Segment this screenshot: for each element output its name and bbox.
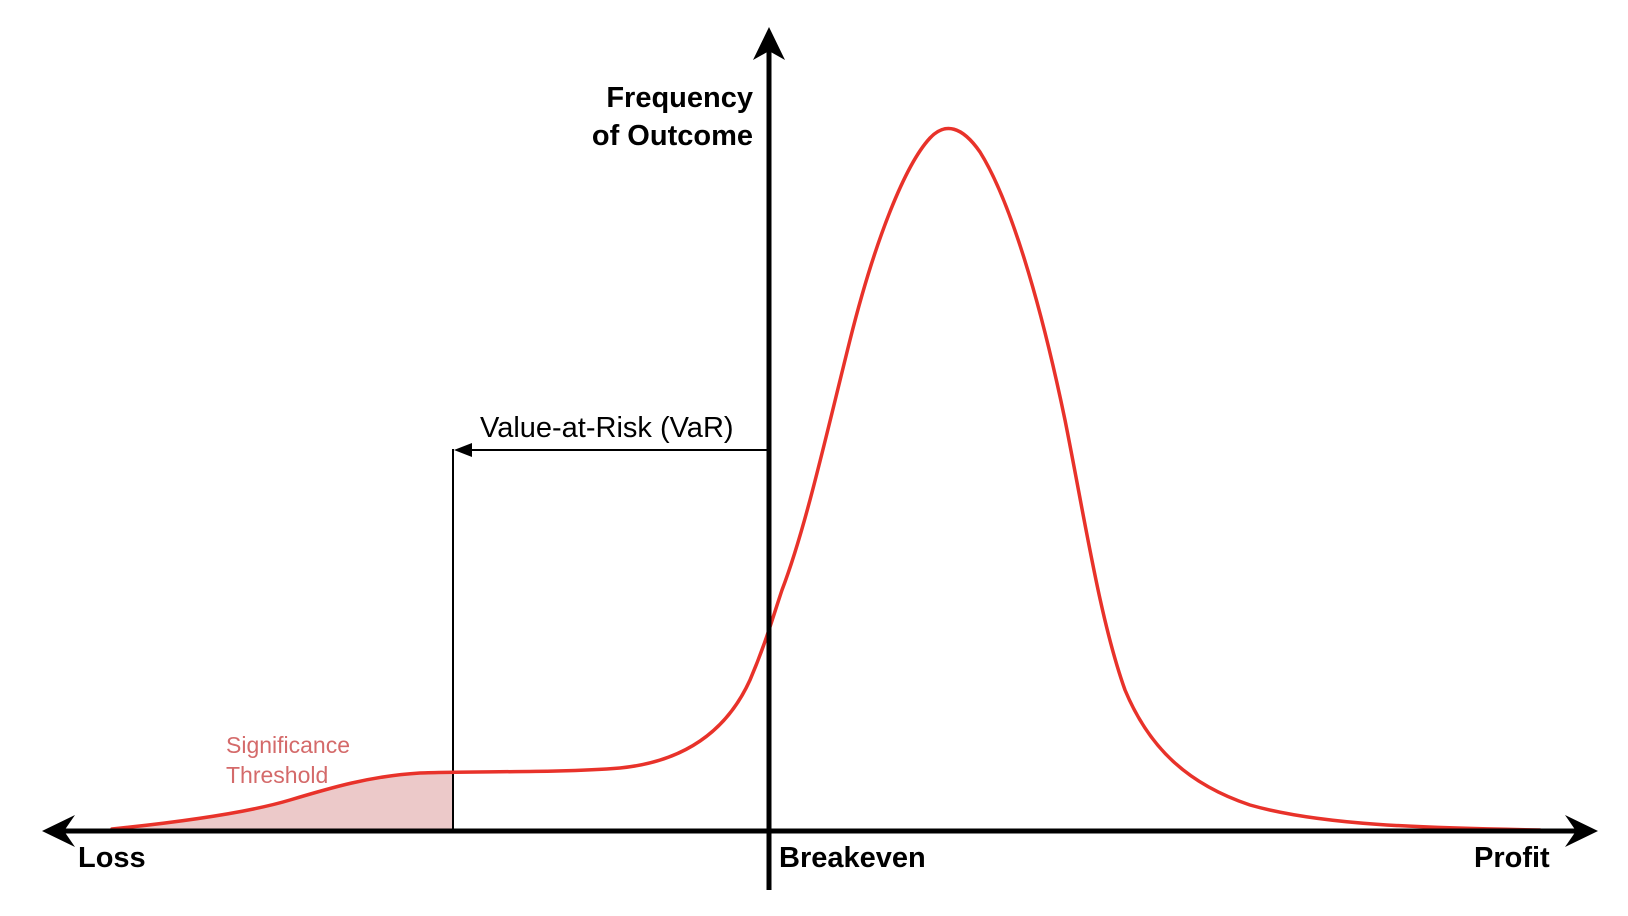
x-axis-left-arrow-icon xyxy=(42,815,75,847)
significance-threshold-label: Significance Threshold xyxy=(226,730,350,790)
significance-threshold-line1: Significance xyxy=(226,732,351,758)
x-axis-right-arrow-icon xyxy=(1565,815,1598,847)
significance-threshold-line2: Threshold xyxy=(226,762,329,788)
tail-shaded-area xyxy=(112,773,452,830)
x-axis-loss-label: Loss xyxy=(78,842,146,874)
y-axis-title-line1: Frequency xyxy=(606,82,753,114)
y-axis-title: Frequency of Outcome xyxy=(592,79,753,155)
var-arrow-head-icon xyxy=(454,443,472,457)
distribution-curve xyxy=(110,126,1542,832)
x-axis-profit-label: Profit xyxy=(1474,842,1550,874)
x-axis-breakeven-label: Breakeven xyxy=(779,842,926,874)
var-label: Value-at-Risk (VaR) xyxy=(480,412,734,444)
y-axis-up-arrow-icon xyxy=(753,27,785,60)
y-axis-title-line2: of Outcome xyxy=(591,120,753,152)
